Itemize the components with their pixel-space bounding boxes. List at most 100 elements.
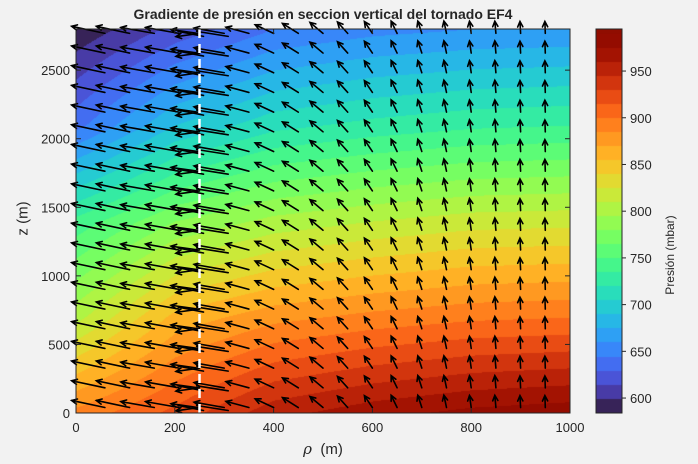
quiver-arrow [224,261,250,271]
colorbar-gradient [596,29,622,413]
quiver-arrow [119,162,156,173]
quiver-arrow [174,150,201,158]
quiver-arrow [416,314,423,330]
quiver-arrow [119,359,156,369]
quiver-arrow [192,202,225,212]
quiver-arrow [94,220,131,232]
quiver-arrow [94,181,131,192]
quiver-arrow [224,182,250,192]
quiver-arrow [195,89,229,97]
quiver-arrow [541,39,549,54]
quiver-arrow [336,256,349,271]
quiver-arrow [169,223,199,232]
x-tick-label: 400 [263,420,285,435]
quiver-arrow [143,281,180,291]
quiver-arrow [169,105,199,113]
quiver-arrow [174,327,201,335]
quiver-arrow [363,79,374,94]
colorbar-tick-label: 900 [630,111,652,126]
quiver-arrow [280,396,300,409]
quiver-arrow [416,137,423,153]
quiver-arrow [174,249,201,256]
quiver-arrow [94,319,131,330]
quiver-arrow [195,325,229,333]
quiver-arrow [280,357,300,369]
quiver-arrow [174,52,201,59]
quiver-arrow [336,119,349,133]
quiver-arrow [390,98,398,113]
quiver-arrow [363,354,374,369]
quiver-arrow [491,314,499,330]
quiver-arrow [119,182,156,192]
quiver-arrow [541,196,549,212]
quiver-arrow [363,118,374,133]
quiver-arrow [441,38,449,54]
quiver-arrow [253,161,275,173]
quiver-arrow [541,137,549,153]
quiver-arrow [224,143,250,153]
quiver-arrow [541,157,549,173]
quiver-arrow [541,177,549,192]
quiver-arrow [280,61,300,74]
quiver-arrow [441,354,449,369]
quiver-arrow [390,19,398,35]
quiver-arrow [253,240,275,251]
quiver-arrow [224,84,250,94]
quiver-arrow [253,142,275,153]
quiver-arrow [466,157,474,173]
x-tick-label: 800 [460,420,482,435]
quiver-arrow [363,59,374,74]
quiver-arrow [466,196,474,212]
quiver-arrow [94,378,131,389]
quiver-arrow [541,315,549,330]
quiver-arrow [195,306,229,313]
quiver-arrow [195,30,229,38]
quiver-arrow [466,137,474,153]
quiver-arrow [224,281,250,291]
quiver-arrow [192,380,225,389]
quiver-arrow [541,374,549,389]
quiver-arrow [416,235,423,251]
x-tick-label: 1000 [556,420,585,435]
quiver-arrow [119,241,156,251]
quiver-arrow [516,315,524,330]
colorbar-tick-label: 950 [630,64,652,79]
quiver-arrow [516,39,524,54]
quiver-arrow [441,334,449,350]
quiver-arrow [466,354,474,369]
quiver-arrow [516,157,524,173]
quiver-arrow [308,159,324,173]
quiver-arrow [174,209,201,217]
quiver-arrow [466,275,474,291]
quiver-arrow [195,286,229,294]
quiver-arrow [491,235,499,251]
chart-title: Gradiente de presión en seccion vertical… [133,6,513,22]
quiver-arrow [363,177,374,192]
quiver-arrow [441,314,449,330]
quiver-arrow [177,129,205,136]
quiver-arrow [336,138,349,153]
colorbar-tick-label: 700 [630,298,652,313]
quiver-arrow [466,19,474,35]
quiver-arrow [143,44,180,54]
quiver-arrow [336,217,349,232]
quiver-arrow [119,64,156,74]
quiver-arrow [119,202,156,212]
quiver-arrow [174,386,201,394]
quiver-arrow [390,157,398,173]
quiver-arrow [466,373,474,389]
quiver-arrow [336,296,349,310]
quiver-arrow [174,130,201,138]
quiver-arrow [491,98,499,113]
quiver-arrow [390,354,398,369]
quiver-arrow [224,202,250,212]
quiver-arrow [441,235,449,251]
quiver-arrow [253,260,275,271]
quiver-arrow [119,103,156,113]
quiver-arrow [416,19,423,35]
quiver-arrow [541,255,549,271]
quiver-arrows [69,19,549,414]
quiver-arrow [143,143,180,153]
quiver-arrow [253,299,275,310]
